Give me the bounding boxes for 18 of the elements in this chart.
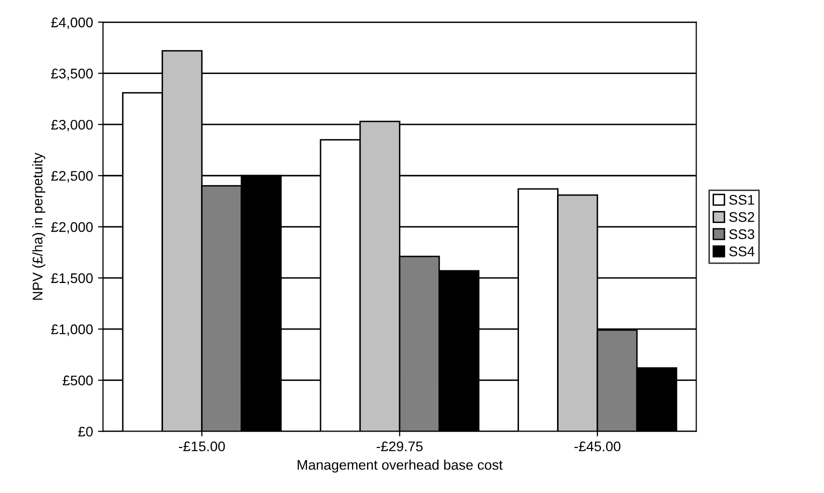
x-tick-label: -£45.00 — [574, 441, 620, 452]
y-tick-label: £4,000 — [51, 18, 93, 29]
y-tick-label: £3,500 — [51, 68, 93, 80]
y-axis-title: NPV (£/ha) in perpetuity — [32, 152, 46, 300]
y-tick-label: £500 — [62, 376, 93, 386]
legend-label: SS3 — [729, 229, 754, 240]
y-tick-label: £2,500 — [51, 170, 93, 182]
y-tick-label: £3,000 — [51, 120, 93, 132]
y-tick-label: £1,000 — [51, 324, 93, 336]
y-tick-label: £1,500 — [51, 273, 93, 285]
x-tick-label: -£15.00 — [178, 441, 225, 452]
y-tick-label: £2,000 — [51, 222, 93, 234]
x-axis-title: Management overhead base cost — [298, 460, 503, 473]
y-tick-label: £0 — [78, 426, 93, 437]
legend-label: SS4 — [729, 246, 754, 256]
x-tick-label: -£29.75 — [376, 441, 423, 452]
legend-label: SS1 — [729, 194, 754, 205]
legend-label: SS2 — [729, 212, 754, 222]
